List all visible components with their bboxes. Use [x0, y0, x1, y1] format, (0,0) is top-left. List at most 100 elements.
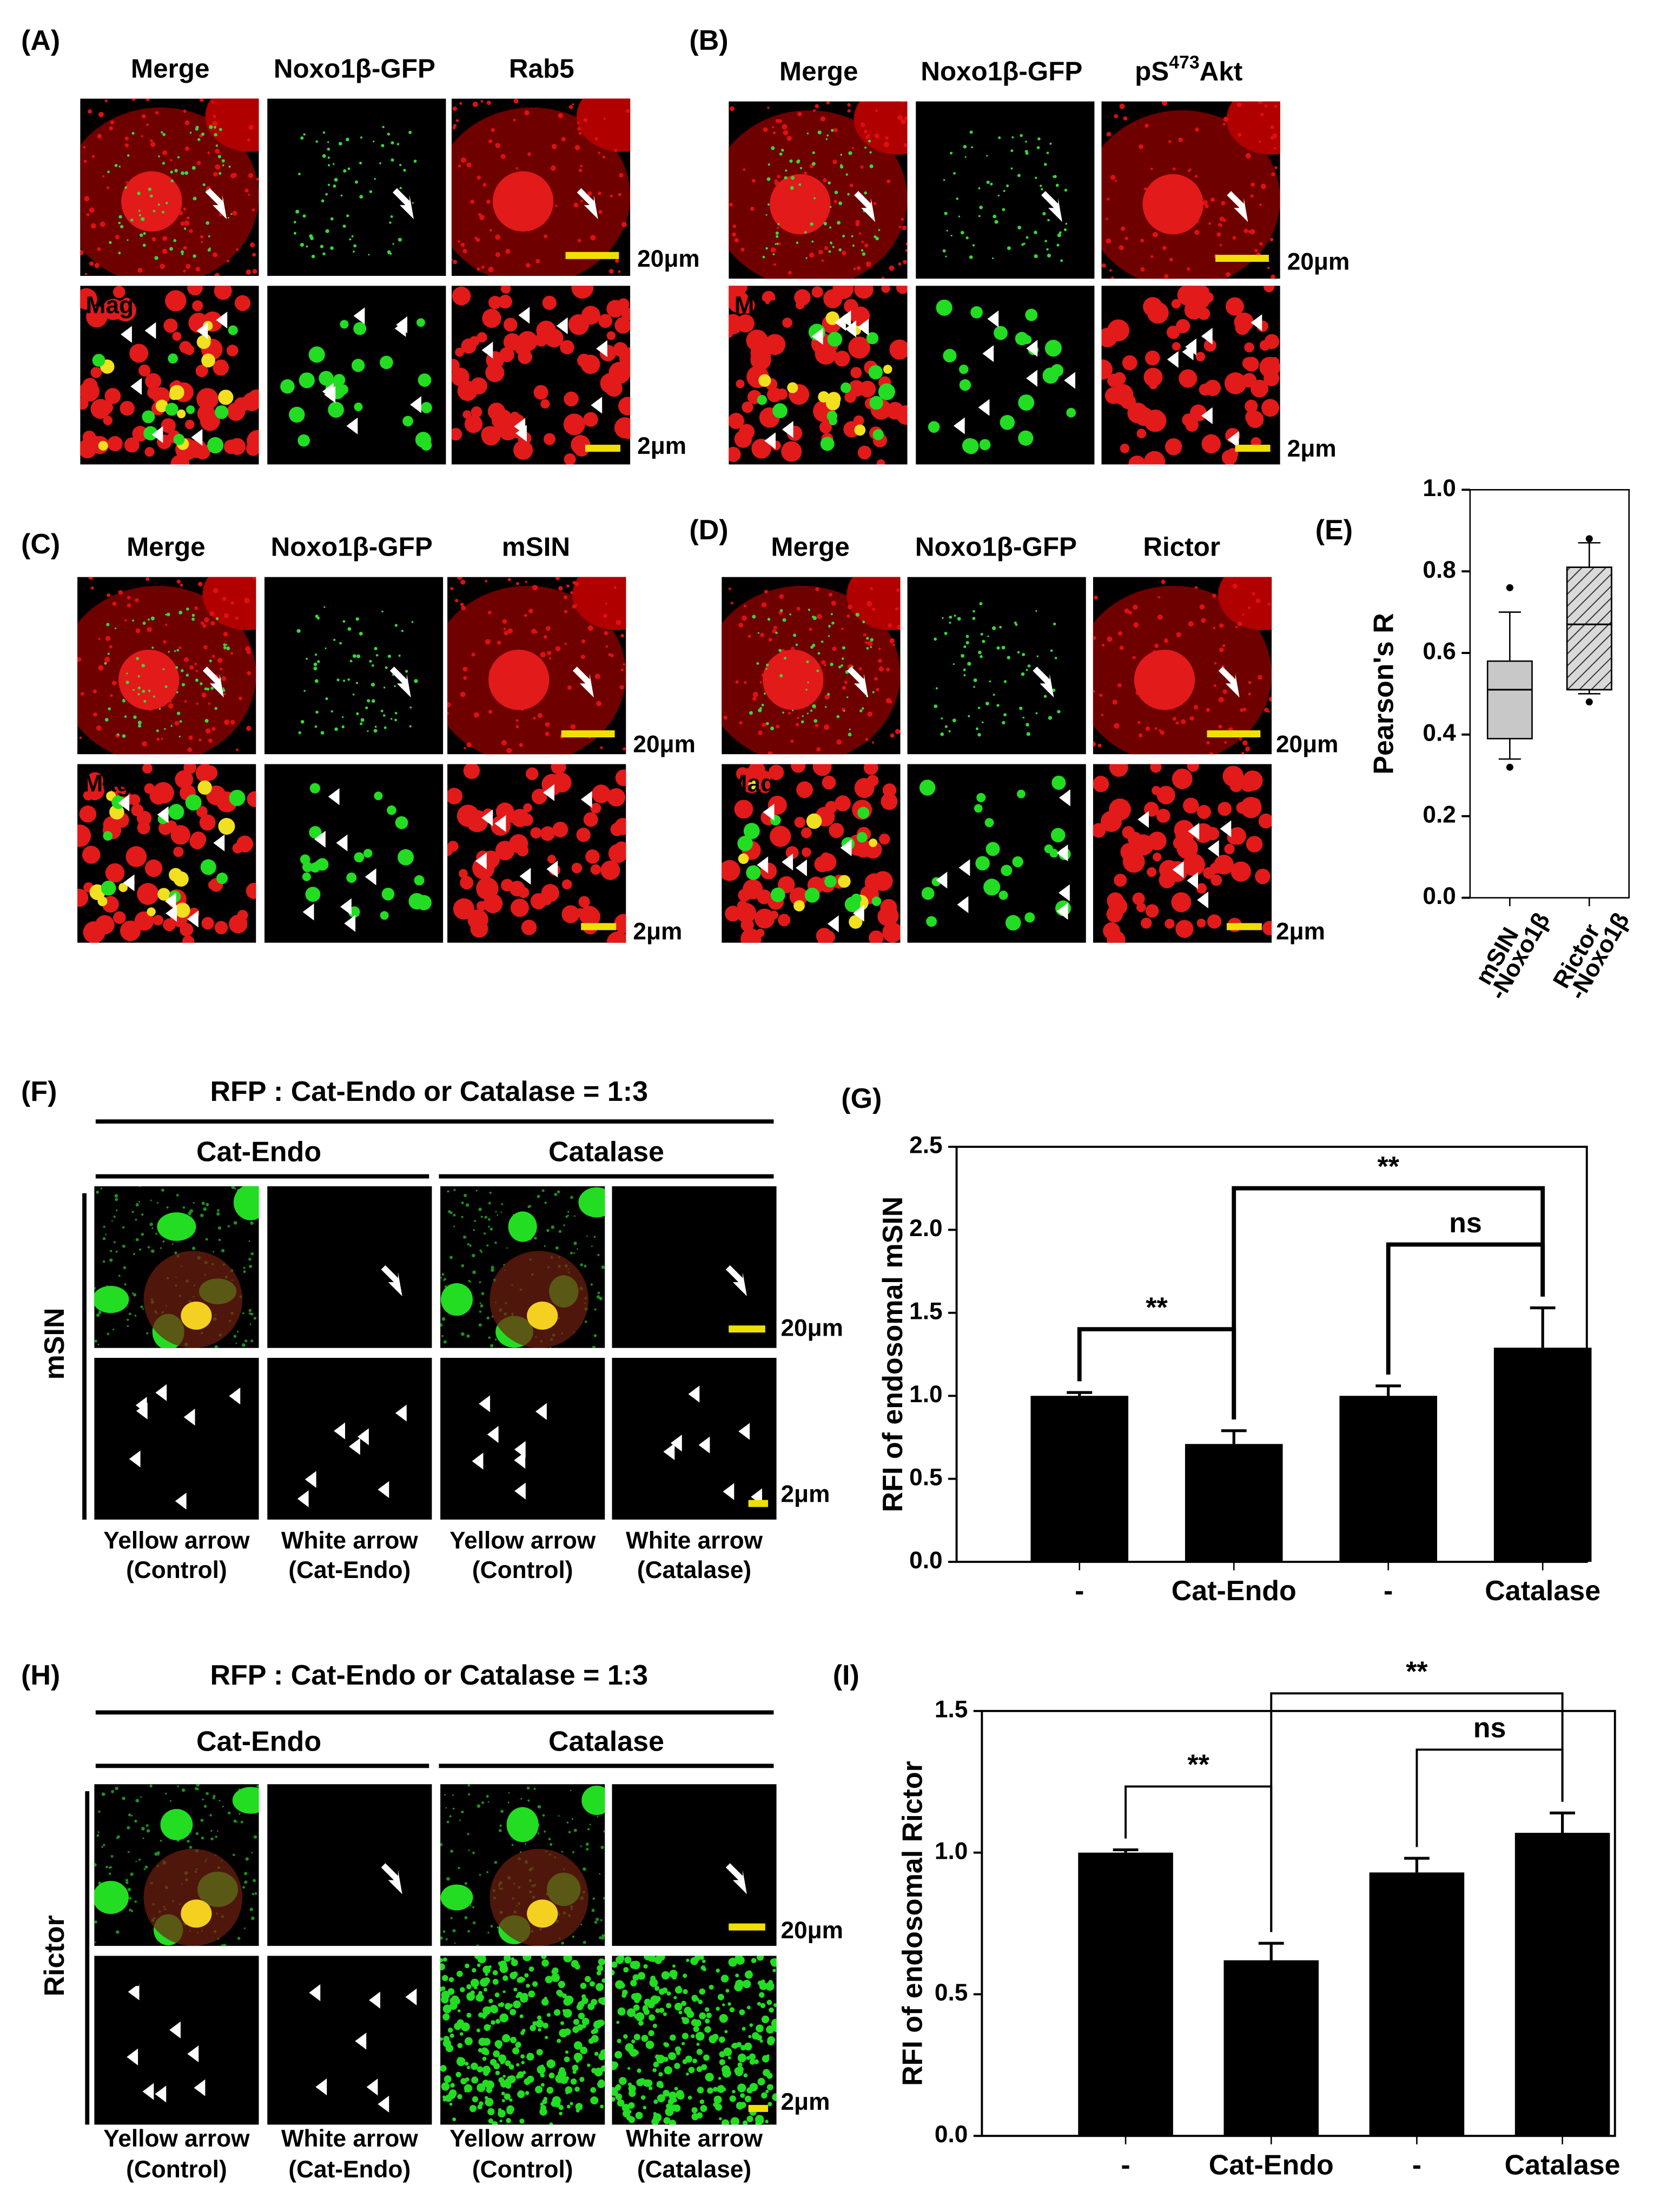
label: Yellow arrow — [449, 2125, 596, 2152]
dot — [452, 1929, 456, 1933]
dot — [653, 2062, 659, 2068]
dot — [583, 118, 588, 122]
dot — [115, 1198, 118, 1201]
dot — [206, 1792, 209, 1795]
dot — [1043, 695, 1047, 698]
dot — [831, 621, 835, 625]
dot — [565, 1995, 574, 2005]
dot — [692, 2058, 697, 2064]
dot — [235, 748, 239, 751]
dot — [380, 709, 383, 712]
dot — [127, 239, 129, 241]
dot — [765, 668, 768, 670]
dot — [814, 856, 831, 873]
arrow — [206, 188, 227, 220]
label: 20μm — [1276, 731, 1339, 757]
dot — [402, 415, 413, 427]
dot — [847, 103, 851, 107]
label: 2μm — [780, 1481, 830, 1508]
dot — [414, 875, 425, 886]
dot — [461, 1332, 465, 1336]
dot — [967, 662, 971, 666]
dot — [158, 708, 161, 710]
dot — [1226, 272, 1231, 277]
label: RFP : Cat-Endo or Catalase = 1:3 — [210, 1076, 648, 1107]
cell-body — [205, 98, 259, 152]
dot — [583, 1940, 586, 1944]
dot — [1156, 785, 1175, 804]
dot — [746, 2005, 751, 2010]
dot — [466, 162, 472, 168]
dot — [759, 1982, 768, 1990]
dot — [761, 2092, 768, 2099]
dot — [486, 2086, 493, 2093]
dot — [499, 2013, 509, 2023]
dot — [594, 673, 600, 679]
arrowhead — [546, 860, 558, 878]
dot — [517, 2071, 524, 2078]
dot — [98, 665, 104, 671]
dot — [520, 2054, 525, 2059]
dot — [440, 1843, 443, 1847]
label: (Control) — [126, 1557, 227, 1583]
micrograph-content — [612, 1956, 777, 2125]
dot — [566, 584, 570, 588]
dot — [1237, 621, 1242, 626]
label: (Control) — [472, 2156, 573, 2183]
dot — [1120, 393, 1136, 410]
dot — [213, 252, 218, 257]
dot — [242, 1343, 246, 1347]
dot — [1119, 245, 1124, 250]
dot — [806, 132, 809, 135]
dot — [120, 401, 135, 416]
dot — [644, 1956, 652, 1960]
dot — [1114, 114, 1119, 118]
dot — [505, 2003, 512, 2010]
dot — [762, 255, 765, 259]
dot — [1049, 849, 1059, 858]
dot — [968, 715, 970, 717]
dot — [537, 1194, 540, 1198]
label: Mag — [86, 292, 134, 319]
dot — [763, 2069, 770, 2077]
dot — [477, 2083, 486, 2092]
dot — [293, 232, 297, 235]
dot — [1219, 243, 1222, 247]
dot — [701, 2064, 707, 2070]
dot — [330, 217, 334, 221]
dot — [1264, 286, 1275, 293]
dot — [191, 1246, 196, 1250]
dot — [210, 1830, 213, 1832]
dot — [990, 182, 993, 186]
dot — [587, 191, 592, 196]
dot — [346, 872, 357, 883]
dot — [878, 383, 895, 400]
dot — [93, 712, 97, 717]
dot — [614, 2051, 623, 2059]
dot — [862, 620, 865, 624]
micrograph — [94, 1784, 259, 1946]
dot — [772, 403, 788, 419]
dot — [127, 1851, 130, 1853]
dot — [561, 905, 580, 923]
dot — [1150, 167, 1153, 170]
dot — [447, 844, 453, 856]
dot — [572, 2064, 579, 2071]
dot — [1262, 921, 1272, 935]
dot — [1263, 370, 1280, 386]
dot — [479, 1281, 481, 1284]
dot — [823, 222, 828, 226]
dot — [996, 704, 1000, 707]
dot — [354, 852, 365, 863]
micrograph — [267, 1186, 432, 1348]
dot — [599, 1873, 601, 1875]
label: (A) — [21, 25, 60, 56]
dot — [1117, 631, 1123, 636]
arrowhead — [130, 378, 142, 395]
dot — [500, 154, 506, 159]
dot — [551, 1225, 554, 1229]
dot — [526, 1786, 530, 1790]
dot — [529, 1205, 532, 1207]
dot — [1189, 168, 1192, 171]
dot — [765, 2089, 769, 2094]
